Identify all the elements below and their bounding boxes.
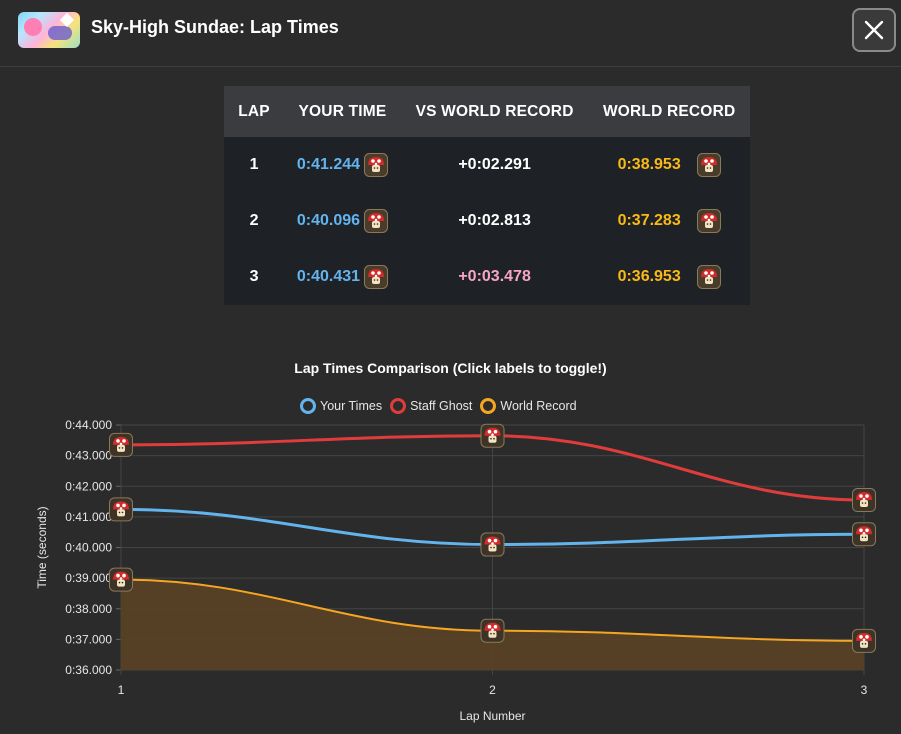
data-point — [852, 522, 876, 547]
data-point — [109, 497, 133, 522]
y-axis-title: Time (seconds) — [35, 506, 49, 588]
world-record-value: 0:38.953 — [617, 156, 681, 173]
your-time-value: 0:41.244 — [296, 156, 361, 173]
column-header-world-record: WORLD RECORD — [588, 86, 750, 137]
y-tick-label: 0:44.000 — [65, 418, 112, 432]
mushroom-icon — [364, 209, 389, 233]
data-point — [480, 532, 505, 557]
world-record-value: 0:37.283 — [617, 212, 681, 229]
x-tick-label: 2 — [489, 683, 496, 697]
legend-item[interactable]: Staff Ghost — [390, 398, 472, 414]
mushroom-icon — [696, 153, 721, 177]
legend-label: Your Times — [320, 399, 383, 413]
mushroom-icon — [364, 265, 389, 289]
series-area-world-record — [121, 579, 864, 670]
legend-item[interactable]: Your Times — [300, 398, 382, 414]
column-header-your-time: YOUR TIME — [284, 86, 401, 137]
x-axis-title: Lap Number — [459, 709, 525, 723]
table-header-row: LAP YOUR TIME VS WORLD RECORD WORLD RECO… — [224, 86, 750, 137]
legend-swatch — [480, 398, 497, 414]
lap-times-table: LAP YOUR TIME VS WORLD RECORD WORLD RECO… — [224, 86, 750, 305]
your-time-value: 0:40.096 — [296, 212, 361, 229]
x-tick-label: 3 — [861, 683, 868, 697]
track-thumbnail — [18, 12, 80, 48]
mushroom-icon — [696, 265, 721, 289]
y-tick-label: 0:40.000 — [65, 541, 112, 555]
y-tick-label: 0:39.000 — [65, 571, 112, 585]
your-time-cell: 0:40.096 — [284, 193, 401, 249]
table-row: 3 0:40.431 +0:03.478 0:36.953 — [224, 249, 750, 305]
table-row: 1 0:41.244 +0:02.291 0:38.953 — [224, 137, 750, 193]
close-button[interactable] — [852, 8, 896, 52]
legend-item[interactable]: World Record — [480, 398, 577, 414]
legend-label: Staff Ghost — [410, 399, 473, 413]
legend-label: World Record — [500, 399, 577, 413]
y-tick-label: 0:41.000 — [65, 510, 112, 524]
data-point — [480, 423, 505, 448]
lap-number: 2 — [224, 193, 285, 249]
x-tick-label: 1 — [118, 683, 125, 697]
vs-world-record-value: +0:03.478 — [400, 249, 589, 305]
y-tick-label: 0:42.000 — [65, 479, 112, 493]
lap-times-chart: 0:36.000 0:37.000 0:38.000 0:39.000 0:40.000… — [35, 418, 876, 723]
data-point — [852, 488, 876, 513]
y-tick-label: 0:43.000 — [65, 449, 112, 463]
chart-title: Lap Times Comparison (Click labels to to… — [294, 360, 607, 376]
data-point — [109, 567, 133, 592]
table-row: 2 0:40.096 +0:02.813 0:37.283 — [224, 193, 750, 249]
lap-number: 1 — [224, 137, 285, 193]
vs-world-record-value: +0:02.813 — [400, 193, 589, 249]
chart-legend: Your Times Staff Ghost World Record — [300, 398, 577, 414]
your-time-value: 0:40.431 — [296, 268, 361, 285]
legend-swatch — [390, 398, 407, 414]
y-tick-label: 0:37.000 — [65, 632, 112, 646]
world-record-cell: 0:38.953 — [588, 137, 750, 193]
lap-number: 3 — [224, 249, 285, 305]
column-header-lap: LAP — [224, 86, 285, 137]
dialog-title: Sky-High Sundae: Lap Times — [91, 17, 339, 37]
data-point — [109, 432, 133, 457]
world-record-value: 0:36.953 — [617, 268, 681, 285]
legend-swatch — [300, 398, 316, 414]
y-tick-label: 0:36.000 — [65, 663, 112, 677]
world-record-cell: 0:37.283 — [588, 193, 750, 249]
your-time-cell: 0:40.431 — [284, 249, 401, 305]
your-time-cell: 0:41.244 — [284, 137, 401, 193]
close-icon — [864, 20, 884, 40]
vs-world-record-value: +0:02.291 — [400, 137, 589, 193]
dialog-header: Sky-High Sundae: Lap Times — [0, 0, 901, 67]
y-tick-label: 0:38.000 — [65, 602, 112, 616]
data-point — [852, 628, 876, 653]
data-point — [480, 618, 505, 643]
column-header-vs-world-record: VS WORLD RECORD — [400, 86, 589, 137]
world-record-cell: 0:36.953 — [588, 249, 750, 305]
mushroom-icon — [364, 153, 389, 177]
mushroom-icon — [696, 209, 721, 233]
